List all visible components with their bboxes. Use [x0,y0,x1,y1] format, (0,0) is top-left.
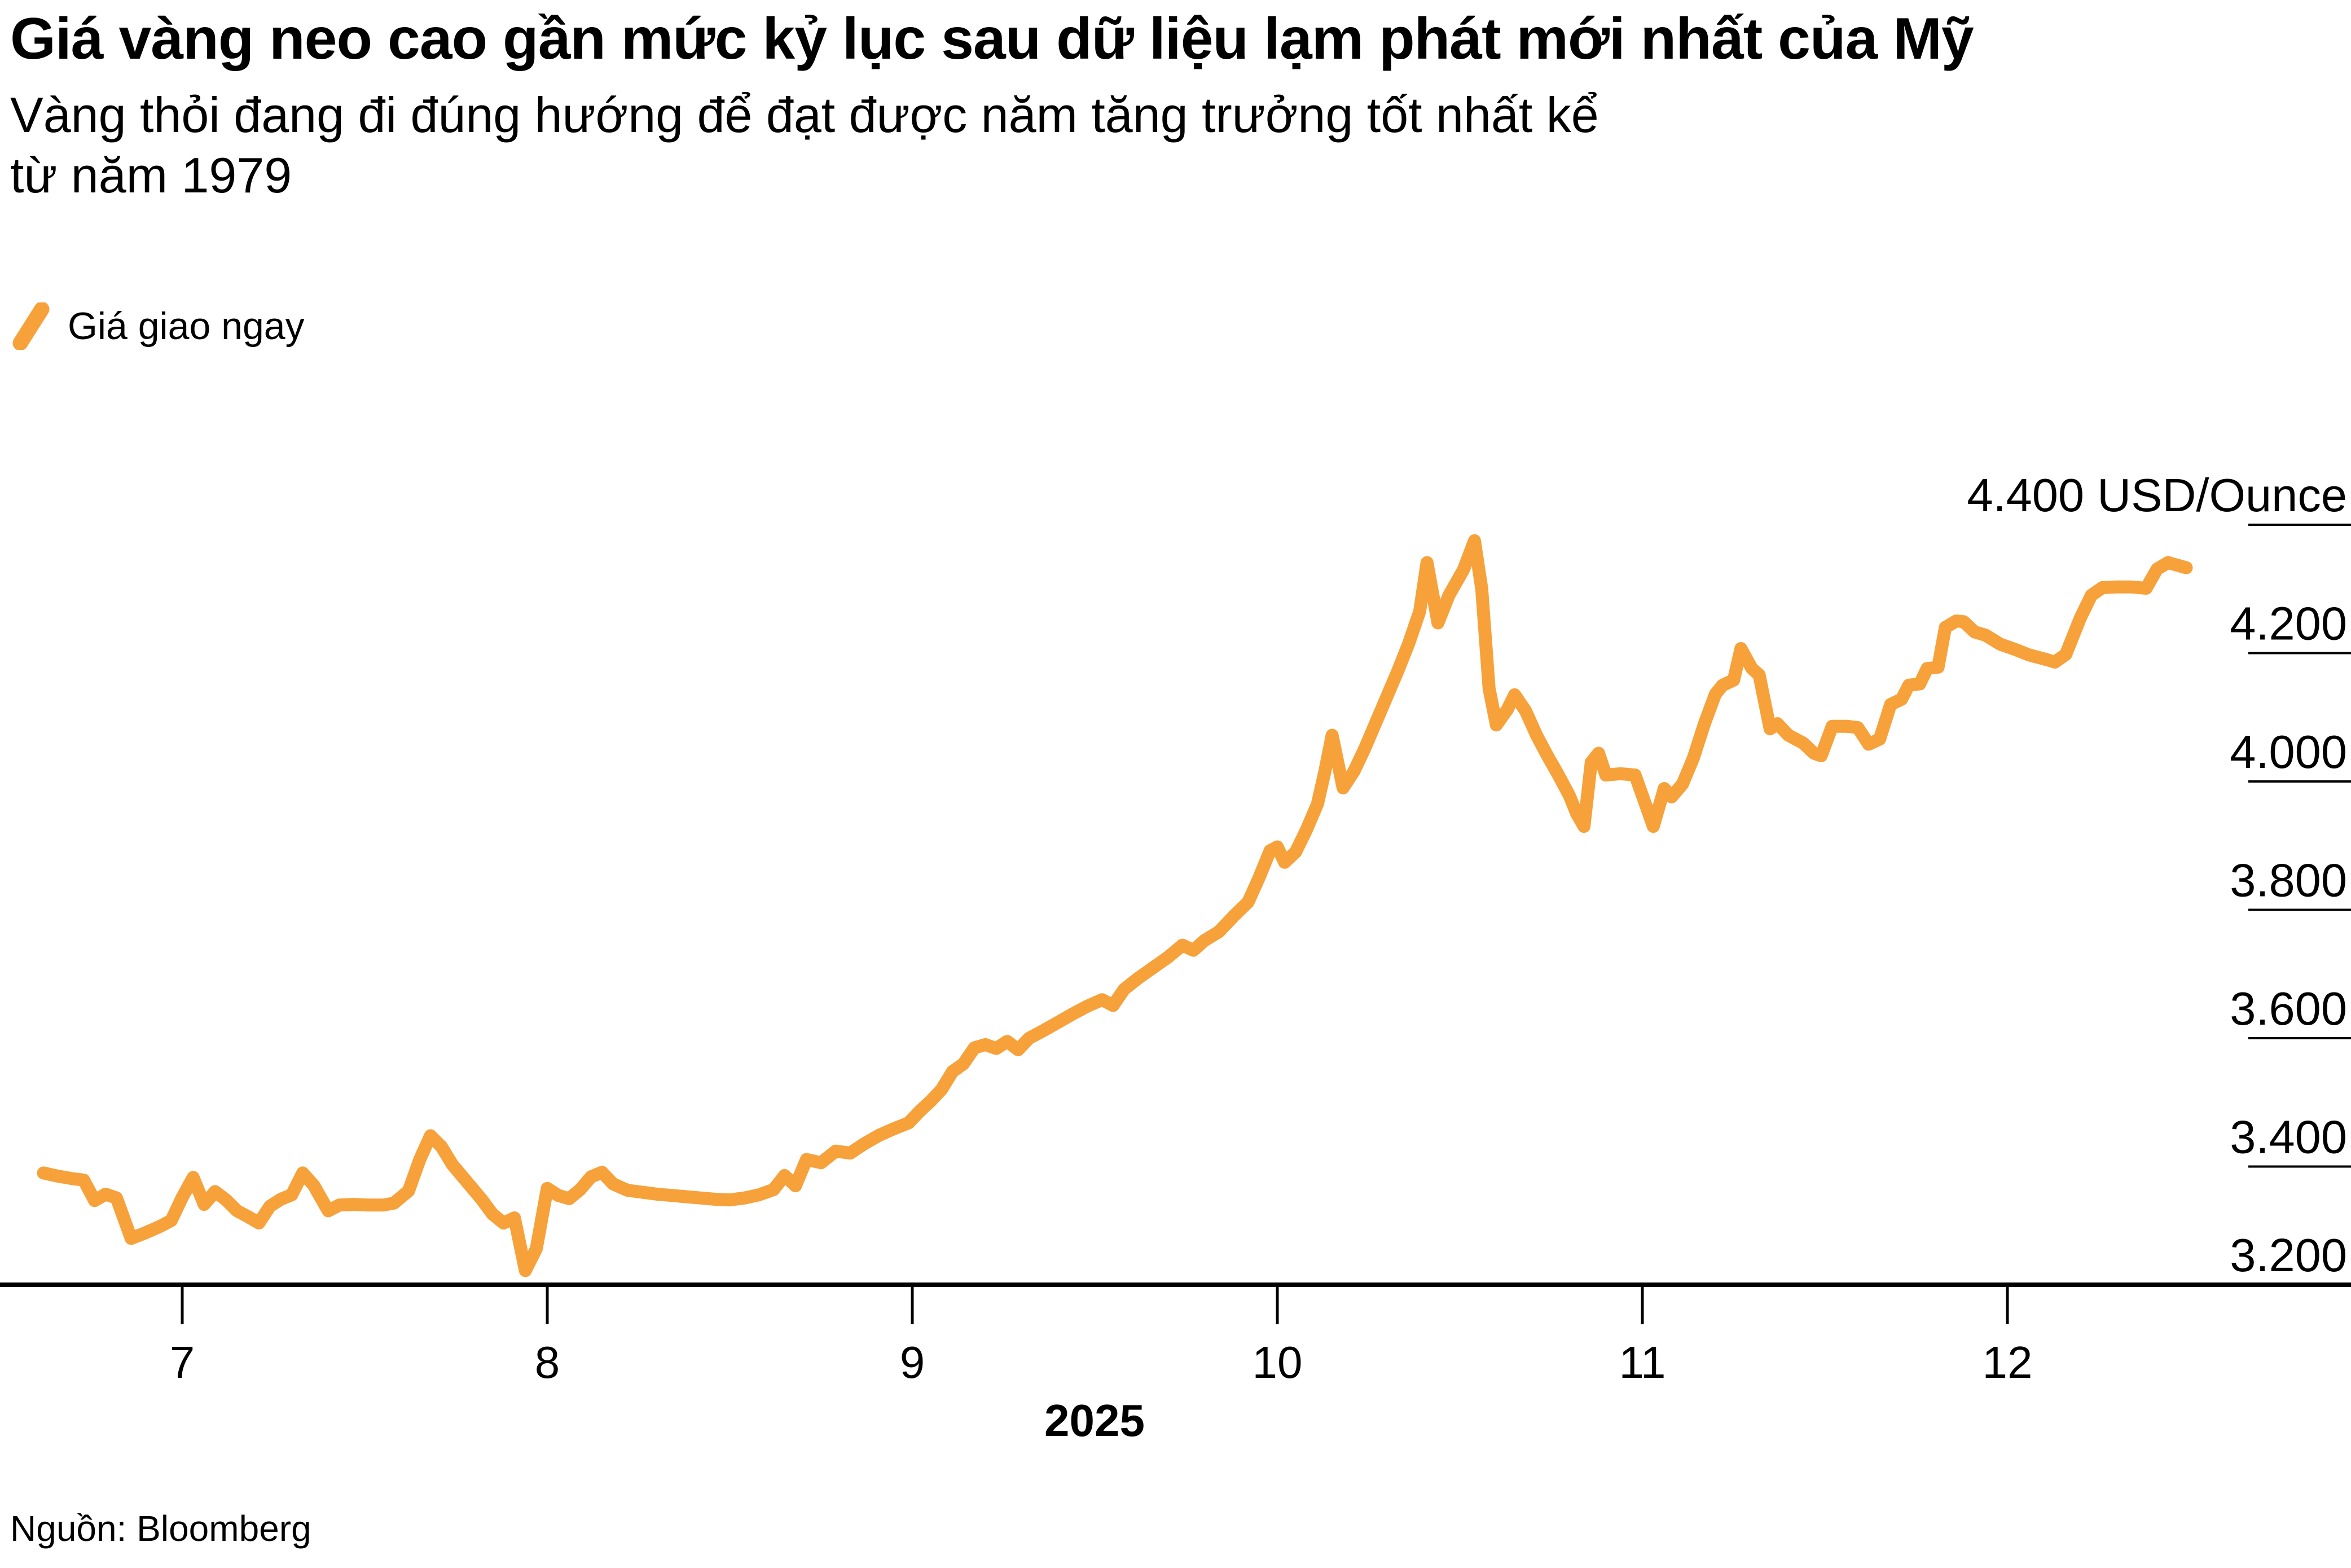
price-line [37,534,2193,1277]
page-title: Giá vàng neo cao gần mức kỷ lục sau dữ l… [10,6,1974,72]
x-axis-year-label: 2025 [1044,1395,1145,1446]
y-tick-label: 3.600 [2230,982,2347,1035]
x-tick-label: 7 [170,1337,195,1387]
y-axis: 4.400 USD/Ounce 4.200 4.000 3.800 3.600 3.400… [1967,469,2351,1281]
y-tick-label: 4.200 [2230,598,2347,650]
x-tick-label: 9 [900,1337,925,1387]
legend-label: Giá giao ngay [68,305,305,348]
x-axis: 7 8 9 10 11 12 2025 [0,1282,2351,1446]
y-tick-label: 3.200 [2230,1229,2347,1281]
y-tick-label: 3.800 [2230,854,2347,907]
x-tick-label: 11 [1619,1337,1666,1387]
legend-line-icon [12,302,50,350]
y-tick-label: 4.000 [2230,726,2347,778]
legend: Giá giao ngay [8,302,305,350]
y-tick-label: 4.400 USD/Ounce [1967,469,2347,521]
x-tick-label: 12 [1983,1337,2033,1387]
subtitle-line-1: Vàng thỏi đang đi đúng hướng để đạt được… [10,87,1599,143]
x-tick-label: 10 [1253,1337,1303,1387]
subtitle-line-2: từ năm 1979 [10,147,292,204]
x-tick-label: 8 [535,1337,560,1387]
source-label: Nguồn: Bloomberg [10,1508,311,1549]
y-tick-label: 3.400 [2230,1111,2347,1163]
page-subtitle: Vàng thỏi đang đi đúng hướng để đạt được… [10,85,1599,206]
